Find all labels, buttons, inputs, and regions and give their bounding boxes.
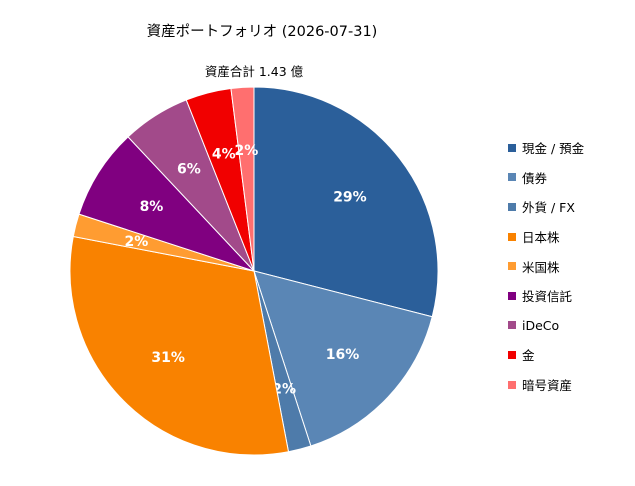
slice-label: 29% <box>333 190 367 206</box>
legend-label: 日本株 <box>522 230 560 246</box>
legend-swatch <box>508 232 516 241</box>
slice-label: 31% <box>151 350 185 366</box>
legend-item: 米国株 <box>508 251 632 281</box>
legend-item: 暗号資産 <box>508 370 632 400</box>
slice-label: 6% <box>177 161 201 177</box>
legend-item: 金 <box>508 340 632 370</box>
slice-label: 4% <box>212 146 236 162</box>
legend-label: 暗号資産 <box>522 378 573 394</box>
pie-slice <box>69 235 290 456</box>
legend-swatch <box>508 143 516 152</box>
legend-swatch <box>508 262 516 271</box>
legend-item: 投資信託 <box>508 281 632 311</box>
legend-label: 米国株 <box>522 259 560 275</box>
legend-swatch <box>508 202 516 211</box>
pie-slice <box>253 270 433 447</box>
legend-swatch <box>508 380 516 389</box>
legend-label: iDeCo <box>522 317 560 333</box>
legend-label: 債券 <box>522 170 548 186</box>
legend-item: 現金 / 預金 <box>508 133 632 163</box>
legend-label: 外貨 / FX <box>522 200 575 216</box>
legend: 現金 / 預金 債券外貨 / FX 日本株米国株投資信託 iDeCo 金暗号資産 <box>508 133 632 399</box>
slice-label: 8% <box>140 199 164 215</box>
legend-swatch <box>508 173 516 182</box>
legend-item: iDeCo <box>508 311 632 341</box>
legend-label: 現金 / 預金 <box>522 141 585 157</box>
chart-title: 資産ポートフォリオ (2026-07-31) <box>146 24 378 40</box>
legend-item: 日本株 <box>508 222 632 252</box>
pie-slice <box>78 136 255 272</box>
slice-label: 16% <box>326 347 360 363</box>
legend-label: 投資信託 <box>522 289 573 305</box>
pie-slice <box>253 86 439 318</box>
pie-slice <box>230 86 255 272</box>
legend-swatch <box>508 321 516 330</box>
legend-label: 金 <box>522 348 535 364</box>
slice-label: 2% <box>272 382 296 398</box>
slice-label: 2% <box>124 234 148 250</box>
legend-item: 債券 <box>508 163 632 193</box>
legend-item: 外貨 / FX <box>508 192 632 222</box>
legend-swatch <box>508 350 516 359</box>
chart-subtitle: 資産合計 1.43 億 <box>204 64 304 79</box>
legend-swatch <box>508 291 516 300</box>
slice-label: 2% <box>234 143 258 159</box>
